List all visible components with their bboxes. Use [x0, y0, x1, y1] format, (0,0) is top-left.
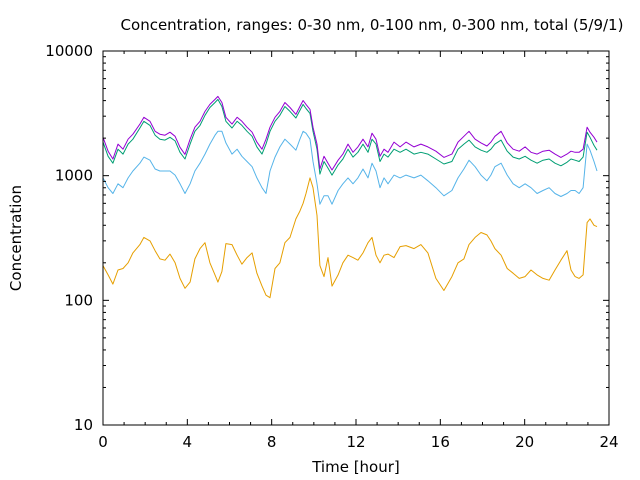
series-line-0-100-nm — [102, 130, 598, 205]
x-axis: 0 4 8 12 16 20 24 — [98, 51, 619, 451]
series-line-0-30-nm — [102, 177, 598, 299]
plot-frame — [102, 50, 610, 426]
x-tick-label: 24 — [599, 433, 618, 451]
x-tick-label: 0 — [98, 433, 108, 451]
y-tick-label: 10000 — [45, 42, 93, 60]
x-tick-label: 16 — [431, 433, 450, 451]
series-layer — [102, 95, 598, 299]
x-tick-label: 12 — [346, 433, 365, 451]
chart-title: Concentration, ranges: 0-30 nm, 0-100 nm… — [121, 16, 624, 34]
series-line-0-300-nm — [102, 98, 598, 176]
y-tick-label: 100 — [64, 291, 93, 309]
y-tick-label: 1000 — [55, 167, 93, 185]
x-tick-label: 20 — [515, 433, 534, 451]
y-axis-title: Concentration — [7, 185, 25, 291]
x-tick-label: 8 — [267, 433, 277, 451]
y-tick-label: 10 — [74, 416, 93, 434]
x-tick-label: 4 — [183, 433, 193, 451]
series-line-total — [102, 95, 598, 171]
x-axis-title: Time [hour] — [311, 458, 400, 476]
y-axis: 10 100 1000 10000 — [45, 42, 609, 434]
